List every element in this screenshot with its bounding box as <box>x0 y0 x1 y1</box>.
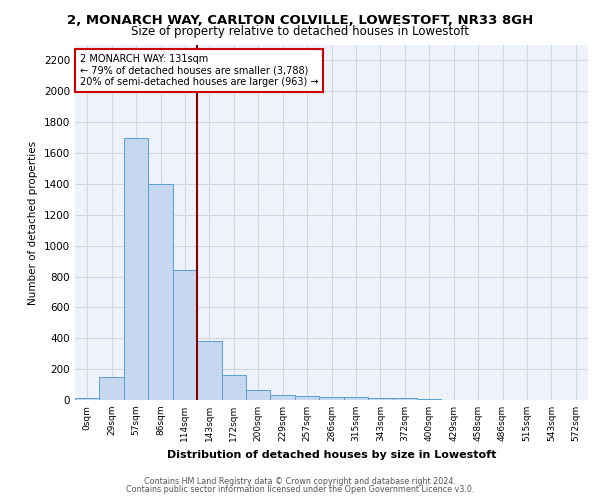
Text: Size of property relative to detached houses in Lowestoft: Size of property relative to detached ho… <box>131 25 469 38</box>
Text: Contains HM Land Registry data © Crown copyright and database right 2024.: Contains HM Land Registry data © Crown c… <box>144 477 456 486</box>
Y-axis label: Number of detached properties: Number of detached properties <box>28 140 38 304</box>
Bar <box>271 396 295 400</box>
Text: 2 MONARCH WAY: 131sqm
← 79% of detached houses are smaller (3,788)
20% of semi-d: 2 MONARCH WAY: 131sqm ← 79% of detached … <box>80 54 319 87</box>
Bar <box>148 184 173 400</box>
Bar <box>368 398 392 400</box>
Bar <box>344 397 368 400</box>
Bar <box>124 138 148 400</box>
Bar <box>246 390 271 400</box>
Bar <box>295 396 319 400</box>
Bar <box>173 270 197 400</box>
Bar <box>197 342 221 400</box>
Bar <box>319 397 344 400</box>
Text: 2, MONARCH WAY, CARLTON COLVILLE, LOWESTOFT, NR33 8GH: 2, MONARCH WAY, CARLTON COLVILLE, LOWEST… <box>67 14 533 27</box>
X-axis label: Distribution of detached houses by size in Lowestoft: Distribution of detached houses by size … <box>167 450 496 460</box>
Bar <box>417 399 442 400</box>
Text: Contains public sector information licensed under the Open Government Licence v3: Contains public sector information licen… <box>126 485 474 494</box>
Bar <box>392 398 417 400</box>
Bar <box>221 376 246 400</box>
Bar <box>75 398 100 400</box>
Bar <box>100 377 124 400</box>
